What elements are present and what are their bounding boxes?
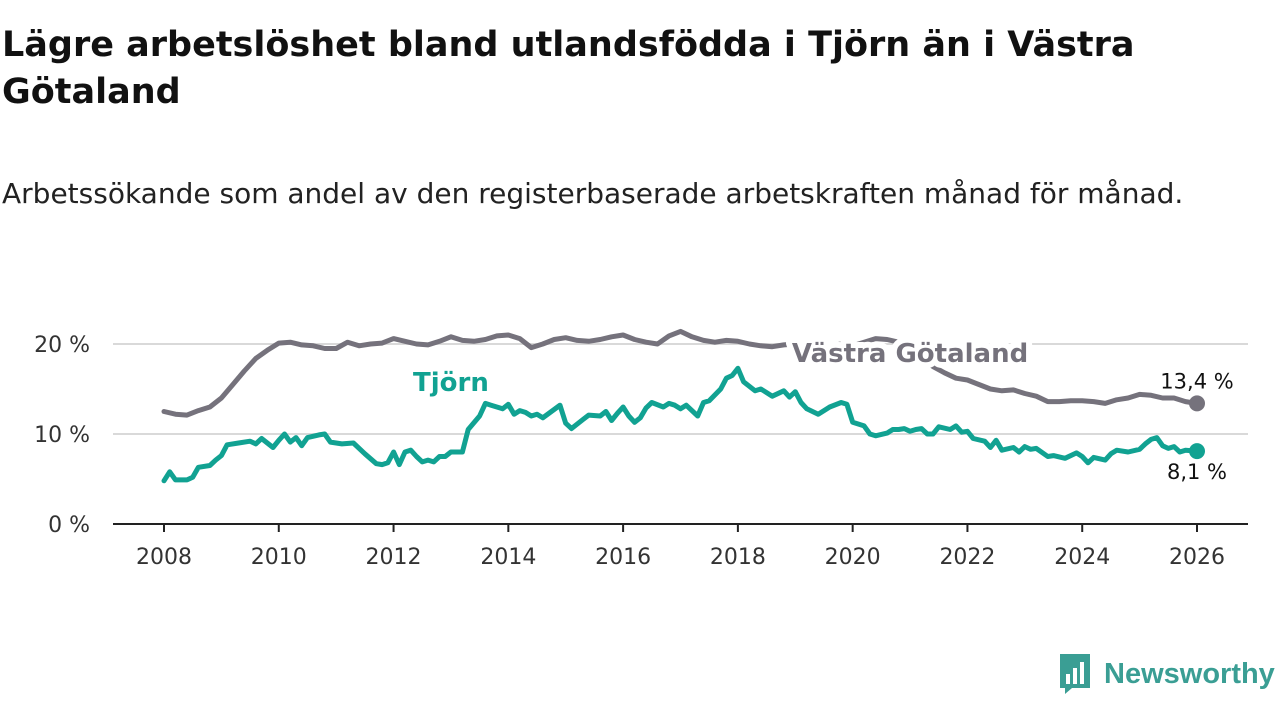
x-tick-label: 2010 [251, 545, 307, 570]
x-tick-label: 2012 [366, 545, 422, 570]
x-tick-label: 2008 [136, 545, 192, 570]
chart-title: Lägre arbetslöshet bland utlandsfödda i … [2, 25, 1135, 112]
series-line-v-stra-g-taland [161, 328, 1200, 418]
y-tick-label: 20 % [34, 333, 90, 358]
brand-name: Newsworthy [1104, 657, 1275, 690]
series-label-tj-rn: Tjörn [413, 368, 489, 398]
x-tick-label: 2024 [1054, 545, 1110, 570]
x-tick-label: 2016 [595, 545, 651, 570]
end-value-label-v-stra-g-taland: 13,4 % [1160, 369, 1233, 393]
end-point-tj-rn [1189, 443, 1205, 460]
y-tick-label: 10 % [34, 423, 90, 448]
series-line-tj-rn [161, 365, 1200, 484]
brand-logo: Newsworthy [1058, 654, 1275, 694]
chart-subtitle: Arbetssökande som andel av den registerb… [2, 177, 1184, 210]
series-label-v-stra-g-taland: Västra Götaland [792, 339, 1028, 369]
x-tick-label: 2026 [1169, 545, 1225, 570]
x-tick-label: 2014 [480, 545, 536, 570]
x-tick-label: 2022 [939, 545, 995, 570]
x-tick-label: 2018 [710, 545, 766, 570]
y-tick-label: 0 % [48, 513, 90, 538]
end-point-v-stra-g-taland [1189, 395, 1205, 412]
x-tick-label: 2020 [825, 545, 881, 570]
bar-chart-logo-icon [1060, 654, 1090, 694]
end-value-label-tj-rn: 8,1 % [1167, 460, 1227, 484]
